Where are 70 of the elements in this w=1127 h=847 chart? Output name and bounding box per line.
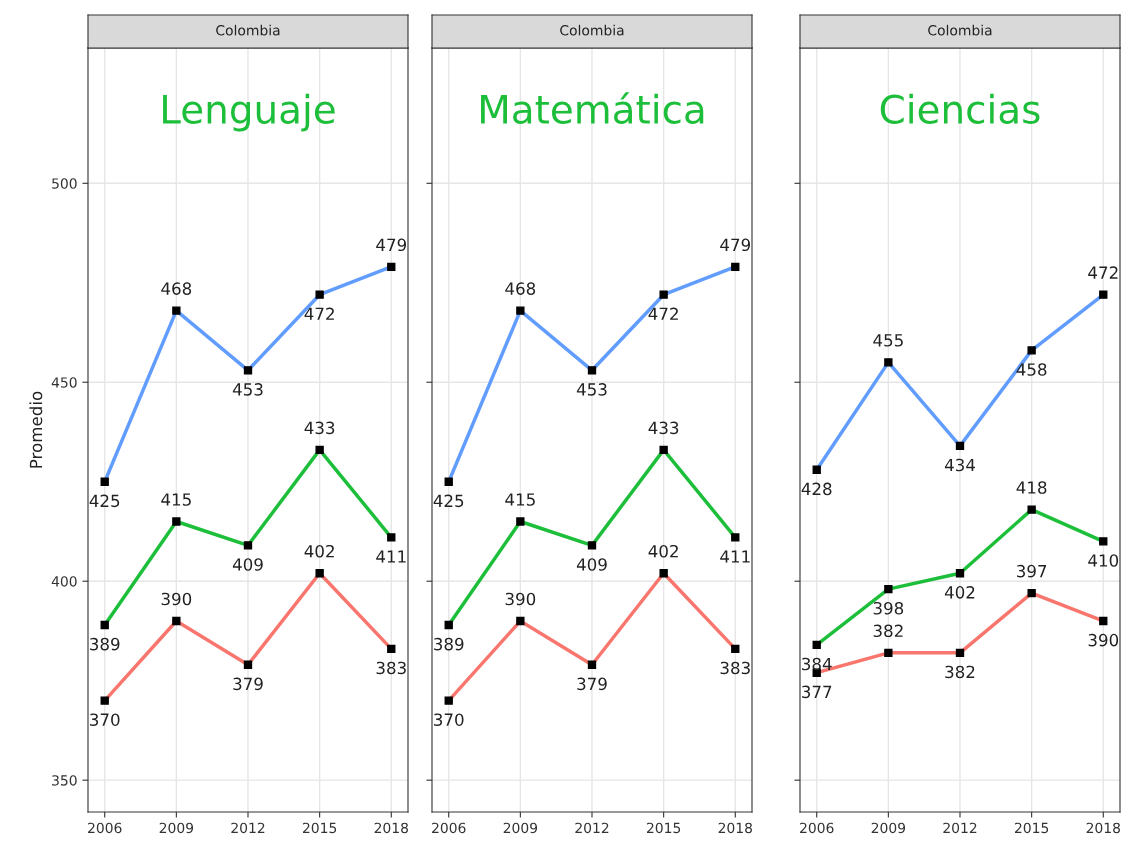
x-tick-label: 2018 — [374, 822, 409, 834]
data-label: 370 — [434, 713, 464, 726]
x-tick-label: 2018 — [718, 822, 753, 834]
data-label: 390 — [1088, 633, 1119, 647]
text: Lenguaje — [163, 93, 335, 132]
x-tick-label: 2012 — [231, 822, 265, 834]
x-tick-label: 2015 — [1014, 822, 1049, 834]
data-label: 390 — [505, 592, 536, 606]
data-label: 433 — [304, 421, 335, 435]
data-label: 410 — [1088, 554, 1119, 567]
chart-title: Colombia — [560, 24, 624, 36]
data-label: 468 — [505, 282, 536, 295]
data-label: 415 — [161, 493, 191, 506]
data-label: 402 — [304, 544, 334, 558]
data-label: 383 — [720, 661, 750, 675]
text: Matemática — [481, 92, 704, 124]
x-tick-label: 2015 — [646, 822, 681, 834]
x-tick-label: 2015 — [302, 822, 337, 834]
y-tick-label: 500 — [52, 178, 77, 189]
y-tick-label: 350 — [52, 775, 77, 786]
data-label: 472 — [1088, 266, 1118, 279]
data-label: 472 — [648, 307, 678, 320]
data-label: 415 — [505, 493, 535, 506]
x-tick-label: 2009 — [503, 822, 538, 834]
data-label: 425 — [89, 494, 120, 508]
data-label: 433 — [648, 421, 679, 435]
data-label: 389 — [434, 637, 464, 651]
data-label: 379 — [577, 677, 607, 691]
y-tick-label: 400 — [51, 576, 77, 587]
data-label: 379 — [233, 677, 263, 691]
x-tick-label: 2006 — [432, 822, 466, 834]
data-label: 384 — [802, 657, 832, 671]
data-label: 453 — [576, 383, 607, 396]
data-label: 411 — [720, 550, 750, 563]
data-label: 428 — [801, 482, 832, 496]
x-tick-label: 2006 — [800, 822, 834, 834]
x-tick-label: 2012 — [943, 822, 977, 834]
y-tick-label: 450 — [51, 377, 77, 388]
data-label: 382 — [873, 624, 903, 638]
data-label: 409 — [576, 558, 607, 571]
x-tick-label: 2018 — [1086, 822, 1121, 834]
data-label: 377 — [802, 685, 832, 699]
x-tick-label: 2012 — [575, 822, 609, 834]
text: Ciencias — [880, 93, 1040, 124]
data-label: 370 — [90, 713, 120, 726]
data-label: 425 — [433, 494, 464, 508]
data-label: 383 — [376, 661, 406, 675]
data-label: 402 — [648, 544, 678, 558]
data-label: 390 — [161, 592, 192, 606]
data-label: 455 — [873, 334, 903, 347]
data-label: 389 — [90, 637, 120, 651]
data-label: 479 — [720, 238, 751, 252]
x-tick-label: 2009 — [159, 822, 194, 834]
data-label: 382 — [945, 665, 975, 679]
chart-title: Colombia — [216, 24, 280, 36]
data-label: 479 — [376, 238, 407, 252]
x-tick-label: 2009 — [871, 822, 906, 834]
data-label: 398 — [873, 601, 904, 615]
chart-title: Colombia — [928, 24, 992, 36]
data-label: 468 — [161, 282, 192, 295]
data-label: 453 — [232, 383, 263, 396]
data-label: 472 — [304, 307, 334, 320]
data-label: 418 — [1016, 481, 1047, 494]
x-tick-label: 2006 — [88, 822, 122, 834]
data-label: 397 — [1017, 564, 1047, 578]
data-label: 409 — [232, 558, 263, 571]
data-label: 411 — [376, 550, 406, 563]
data-label: 434 — [944, 458, 975, 472]
y-axis-title: Promedio — [29, 391, 43, 468]
data-label: 402 — [944, 586, 975, 599]
